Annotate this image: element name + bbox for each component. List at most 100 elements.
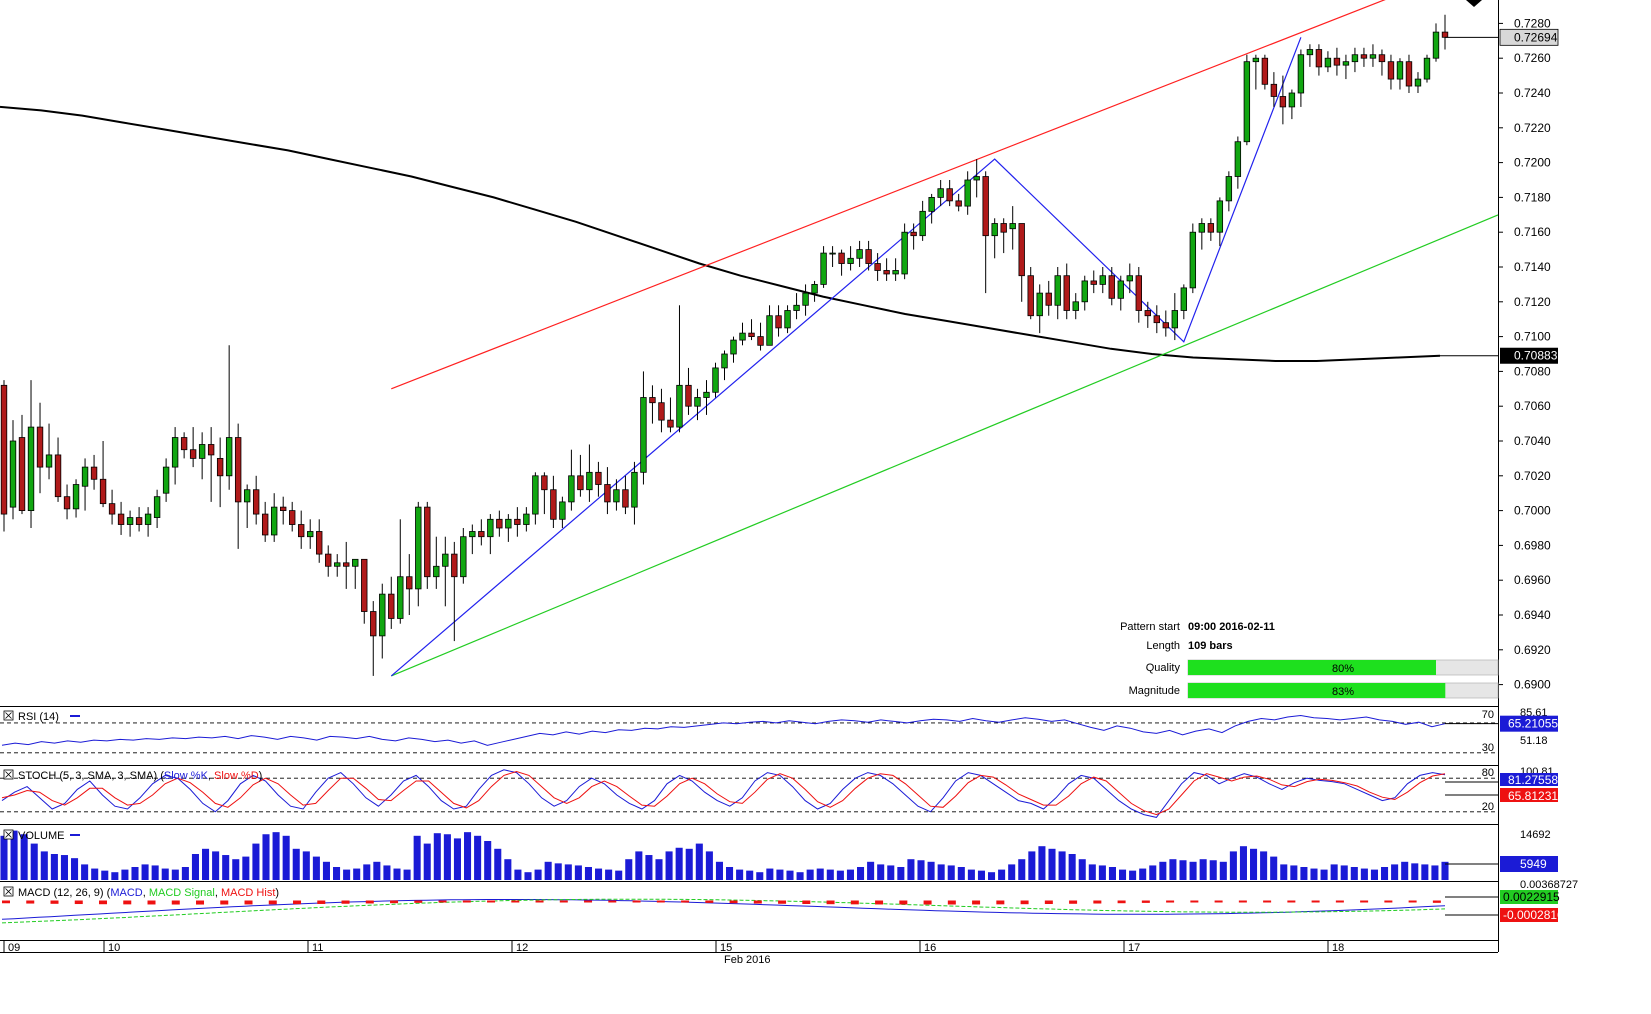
volume-bar bbox=[776, 869, 784, 880]
macd-hist-bar bbox=[875, 900, 884, 905]
macd-hist-bar bbox=[414, 900, 423, 903]
candle bbox=[928, 193, 935, 224]
volume-bar bbox=[746, 870, 754, 880]
volume-bar bbox=[816, 868, 824, 880]
candle-body bbox=[261, 513, 269, 536]
candle bbox=[1369, 44, 1377, 67]
candle bbox=[487, 514, 494, 555]
shift-arrow-icon bbox=[1466, 0, 1482, 7]
stoch-k-box bbox=[1500, 773, 1558, 786]
candle-body bbox=[117, 513, 125, 525]
macd-hist-bar bbox=[826, 900, 835, 905]
candle-body bbox=[568, 475, 575, 503]
volume-bar bbox=[867, 861, 875, 880]
macd-hist-bar bbox=[487, 900, 496, 903]
volume-bar bbox=[1370, 869, 1378, 880]
date-label: 18 bbox=[1332, 942, 1344, 954]
volume-bar bbox=[191, 854, 199, 880]
candle-body bbox=[1189, 231, 1197, 289]
candle-body bbox=[99, 478, 107, 505]
volume-bar bbox=[1098, 865, 1106, 880]
volume-bar bbox=[726, 867, 734, 880]
candle bbox=[1297, 49, 1305, 107]
price-tick-label: 0.7140 bbox=[1514, 260, 1551, 274]
candle bbox=[433, 536, 440, 589]
volume-bar bbox=[60, 855, 68, 880]
candle-body bbox=[1108, 275, 1115, 299]
volume-bar bbox=[1340, 865, 1348, 880]
progress-fill bbox=[1188, 660, 1436, 675]
volume-bar bbox=[846, 869, 854, 880]
info-label: Length bbox=[1146, 640, 1180, 652]
volume-bar bbox=[171, 869, 179, 880]
candle bbox=[505, 514, 512, 542]
volume-bar bbox=[1028, 851, 1036, 880]
candle bbox=[198, 432, 206, 480]
candle bbox=[307, 519, 314, 549]
volume-bar bbox=[1169, 859, 1177, 880]
volume-bar bbox=[484, 841, 492, 880]
candle bbox=[1225, 171, 1233, 212]
candle bbox=[1324, 51, 1332, 73]
candle-body bbox=[1270, 83, 1278, 97]
candle-body bbox=[1135, 275, 1142, 311]
macd-title-text: MACD (12, 26, 9) ( bbox=[18, 887, 111, 899]
candle-body bbox=[1288, 92, 1296, 108]
volume-bar bbox=[1078, 859, 1086, 880]
candle-body bbox=[712, 367, 719, 393]
macd-current-label: 0.0022915 bbox=[1503, 890, 1560, 904]
stoch-k-legend: Slow %K bbox=[164, 770, 209, 782]
volume-bar bbox=[887, 865, 895, 880]
candle-body bbox=[928, 196, 935, 212]
price-tick-label: 0.7020 bbox=[1514, 469, 1551, 483]
volume-bar bbox=[81, 864, 89, 880]
volume-bar bbox=[715, 861, 723, 880]
volume-bar bbox=[937, 864, 945, 880]
candle-body bbox=[144, 513, 152, 525]
volume-bar bbox=[312, 856, 320, 880]
candle bbox=[640, 371, 647, 485]
volume-panel: VOLUME 14692 5949 bbox=[0, 829, 1558, 880]
volume-bar bbox=[322, 861, 330, 880]
candle-body bbox=[1018, 223, 1025, 277]
macd-hist-bar bbox=[1238, 900, 1247, 903]
volume-bar bbox=[1401, 861, 1409, 880]
candle-body bbox=[424, 506, 431, 578]
rsi-level-label: 70 bbox=[1482, 709, 1494, 721]
candle-body bbox=[631, 471, 638, 508]
candle-body bbox=[721, 353, 728, 369]
stoch-paren: ) bbox=[259, 770, 263, 782]
candle bbox=[829, 246, 836, 267]
macd-hist-bar bbox=[2, 900, 10, 904]
price-tick-label: 0.7280 bbox=[1514, 16, 1551, 30]
candle bbox=[1054, 267, 1061, 320]
volume-bar bbox=[333, 867, 341, 880]
rsi-level-label: 30 bbox=[1482, 742, 1494, 754]
stoch-d-box bbox=[1500, 788, 1558, 802]
volume-bar bbox=[71, 858, 79, 880]
candlesticks bbox=[0, 14, 1449, 676]
stoch-d-current: 65.81231 bbox=[1508, 789, 1558, 803]
date-label: 11 bbox=[312, 942, 323, 954]
candle-body bbox=[1045, 292, 1052, 306]
volume-bar bbox=[292, 848, 300, 880]
stoch-d-legend: Slow %D bbox=[214, 770, 259, 782]
price-axis: 0.7280 0.7260 0.7240 0.7220 0.7200 0.7180 0.71… bbox=[1445, 0, 1559, 692]
candle bbox=[81, 458, 89, 511]
candle-body bbox=[676, 384, 683, 428]
candle bbox=[108, 489, 116, 525]
candle-body bbox=[739, 332, 746, 341]
candle-body bbox=[919, 210, 926, 237]
macd-sep: , bbox=[215, 887, 221, 899]
candle bbox=[973, 159, 980, 198]
volume-bar bbox=[383, 865, 391, 880]
candle-body bbox=[162, 466, 170, 494]
candle-body bbox=[892, 270, 899, 275]
macd-hist-bar bbox=[26, 900, 35, 904]
macd-hist-bar bbox=[365, 900, 374, 904]
volume-bar bbox=[1260, 851, 1268, 880]
candle-body bbox=[910, 231, 917, 237]
candle-body bbox=[793, 304, 800, 311]
